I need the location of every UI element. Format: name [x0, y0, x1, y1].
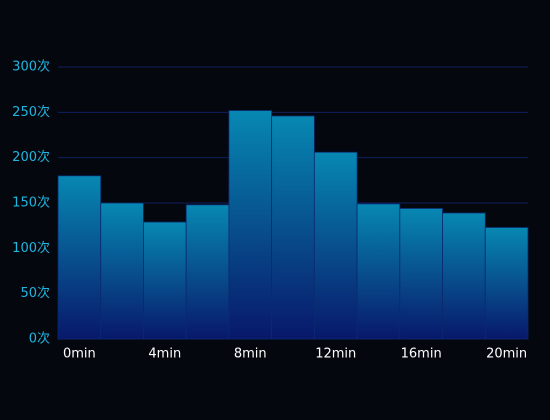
- y-tick-label: 0次: [29, 331, 50, 347]
- x-tick-label: 12min: [315, 347, 356, 362]
- bar: [442, 212, 486, 340]
- y-tick-label: 150次: [12, 195, 50, 211]
- bar: [356, 203, 401, 340]
- bar: [143, 221, 187, 340]
- x-tick-label: 20min: [486, 347, 527, 362]
- bar: [313, 151, 358, 340]
- y-tick-label: 300次: [12, 59, 50, 75]
- bar: [228, 110, 273, 340]
- bar: [185, 204, 230, 340]
- x-tick-label: 0min: [63, 347, 96, 362]
- bar: [399, 208, 443, 340]
- bar: [100, 202, 144, 340]
- y-tick-label: 50次: [20, 285, 50, 301]
- x-tick-label: 4min: [148, 347, 181, 362]
- bar: [271, 115, 315, 340]
- bar: [484, 227, 529, 340]
- x-tick-label: 16min: [401, 347, 442, 362]
- bar: [57, 175, 102, 340]
- x-tick-label: 8min: [234, 347, 267, 362]
- y-tick-label: 100次: [12, 240, 50, 256]
- y-tick-label: 250次: [12, 104, 50, 120]
- y-tick-label: 200次: [12, 149, 50, 165]
